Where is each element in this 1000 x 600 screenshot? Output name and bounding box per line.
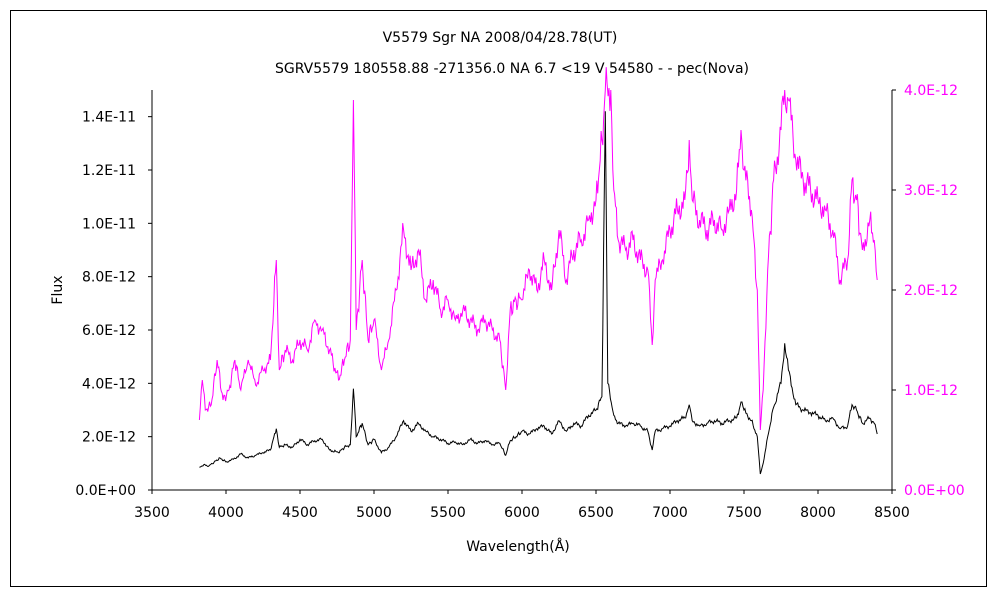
y-left-tick-label: 1.0E-11 xyxy=(82,216,136,232)
x-tick-label: 5500 xyxy=(430,505,466,521)
y-right-tick-label: 4.0E-12 xyxy=(904,83,958,99)
y-left-tick-label: 2.0E-12 xyxy=(82,430,136,446)
axes xyxy=(151,90,893,491)
y-axis-label: Flux xyxy=(50,275,66,304)
chart-title: V5579 Sgr NA 2008/04/28.78(UT) xyxy=(383,30,618,46)
y-left-tick-label: 6.0E-12 xyxy=(82,323,136,339)
x-tick-label: 8000 xyxy=(800,505,836,521)
y-left-tick-label: 8.0E-12 xyxy=(82,270,136,286)
y-right-tick-label: 2.0E-12 xyxy=(904,283,958,299)
chart-subtitle: SGRV5579 180558.88 -271356.0 NA 6.7 <19 … xyxy=(275,61,749,77)
x-tick-label: 7500 xyxy=(726,505,762,521)
x-tick-label: 6000 xyxy=(504,505,540,521)
y-left-tick-label: 1.4E-11 xyxy=(82,110,136,126)
black-spectrum-line xyxy=(199,111,878,475)
x-tick-label: 5000 xyxy=(356,505,392,521)
y-left-tick-label: 4.0E-12 xyxy=(82,376,136,392)
x-tick-label: 6500 xyxy=(578,505,614,521)
y-right-tick-label: 3.0E-12 xyxy=(904,183,958,199)
chart-frame xyxy=(10,10,987,587)
x-tick-label: 4000 xyxy=(208,505,244,521)
x-tick-label: 3500 xyxy=(134,505,170,521)
y-right-tick-label: 1.0E-12 xyxy=(904,383,958,399)
tick-labels: 3500 4000 4500 5000 5500 6000 6500 7000 7500 8000… xyxy=(75,83,964,521)
x-tick-label: 4500 xyxy=(282,505,318,521)
x-axis-label: Wavelength(Å) xyxy=(466,538,570,555)
y-left-tick-label: 0.0E+00 xyxy=(75,483,136,499)
magenta-spectrum-line xyxy=(198,67,878,431)
x-tick-label: 8500 xyxy=(874,505,910,521)
y-right-tick-label: 0.0E+00 xyxy=(904,483,965,499)
x-tick-label: 7000 xyxy=(652,505,688,521)
y-left-tick-label: 1.2E-11 xyxy=(82,163,136,179)
series-lines xyxy=(198,67,878,475)
